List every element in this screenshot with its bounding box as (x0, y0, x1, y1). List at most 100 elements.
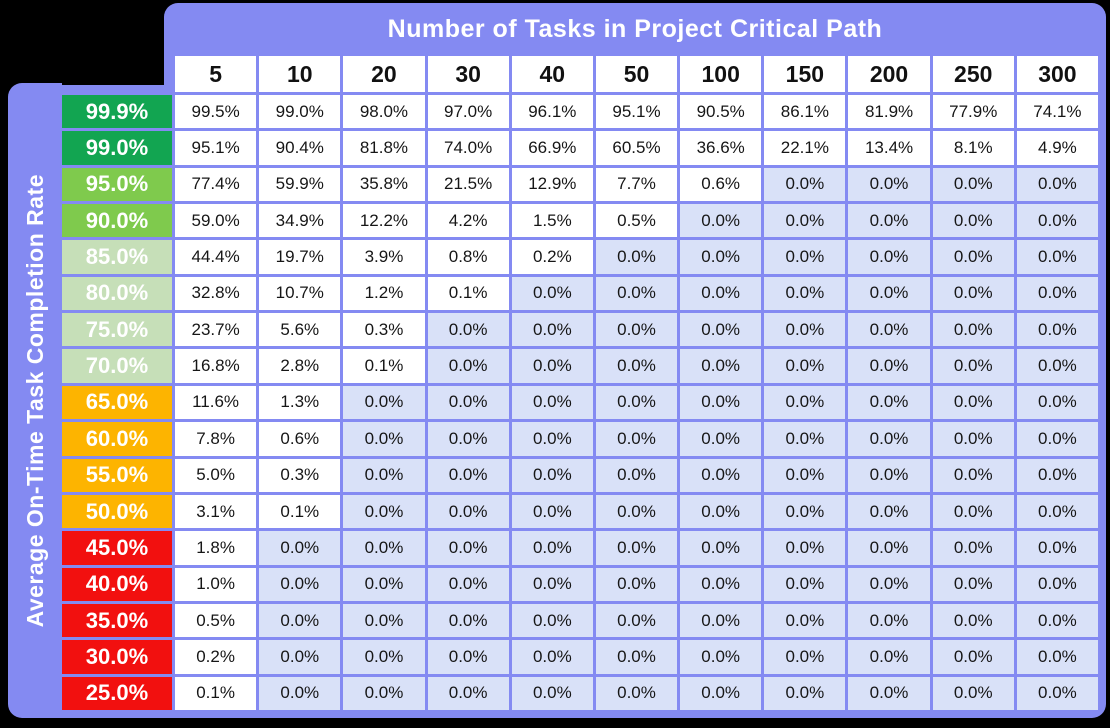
probability-cell: 0.0% (764, 313, 846, 347)
probability-cell: 5.0% (175, 458, 257, 492)
probability-cell: 0.0% (427, 385, 509, 420)
probability-cell: 0.0% (427, 676, 509, 710)
probability-cell: 77.9% (932, 95, 1014, 129)
probability-cell: 1.3% (259, 385, 341, 420)
column-header: 200 (848, 56, 930, 92)
probability-cell: 97.0% (427, 95, 509, 129)
probability-cell: 0.0% (680, 276, 762, 311)
probability-cell: 0.8% (427, 240, 509, 274)
row-label: 90.0% (62, 204, 172, 238)
row-label: 70.0% (62, 349, 172, 383)
row-label: 99.9% (62, 95, 172, 129)
probability-cell: 0.0% (427, 531, 509, 565)
probability-cell: 3.1% (175, 494, 257, 529)
corner-spacer (62, 56, 172, 92)
probability-cell: 0.0% (764, 603, 846, 638)
probability-cell: 74.0% (427, 131, 509, 165)
probability-cell: 0.0% (259, 603, 341, 638)
probability-cell: 12.2% (343, 204, 425, 238)
probability-cell: 7.7% (595, 167, 678, 202)
probability-cell: 0.0% (511, 676, 593, 710)
probability-cell: 0.0% (932, 494, 1014, 529)
probability-cell: 0.0% (764, 676, 846, 710)
probability-cell: 22.1% (764, 131, 846, 165)
probability-cell: 0.0% (1016, 313, 1098, 347)
probability-cell: 0.5% (175, 603, 257, 638)
probability-cell: 0.0% (848, 204, 930, 238)
probability-cell: 44.4% (175, 240, 257, 274)
probability-cell: 0.0% (1016, 276, 1098, 311)
y-axis-title-band: Average On-Time Task Completion Rate (8, 83, 62, 718)
probability-cell: 35.8% (343, 167, 425, 202)
probability-cell: 98.0% (343, 95, 425, 129)
probability-cell: 0.5% (595, 204, 678, 238)
probability-cell: 0.0% (680, 640, 762, 674)
probability-cell: 0.0% (932, 313, 1014, 347)
probability-cell: 0.0% (932, 422, 1014, 456)
probability-cell: 0.0% (1016, 567, 1098, 601)
probability-cell: 0.0% (595, 349, 678, 383)
probability-cell: 0.0% (764, 494, 846, 529)
probability-cell: 0.0% (932, 385, 1014, 420)
probability-cell: 0.0% (343, 567, 425, 601)
probability-cell: 0.0% (343, 385, 425, 420)
row-label: 99.0% (62, 131, 172, 165)
probability-cell: 0.0% (764, 531, 846, 565)
probability-cell: 4.2% (427, 204, 509, 238)
x-axis-title-band: Number of Tasks in Project Critical Path (164, 3, 1106, 56)
row-label: 80.0% (62, 276, 172, 311)
probability-cell: 0.0% (511, 531, 593, 565)
probability-cell: 0.0% (848, 458, 930, 492)
probability-cell: 0.0% (680, 458, 762, 492)
probability-cell: 0.0% (680, 494, 762, 529)
row-label: 55.0% (62, 458, 172, 492)
probability-cell: 0.0% (259, 640, 341, 674)
probability-cell: 0.0% (511, 567, 593, 601)
probability-cell: 66.9% (511, 131, 593, 165)
probability-cell: 0.1% (343, 349, 425, 383)
probability-cell: 0.0% (511, 385, 593, 420)
probability-cell: 0.0% (595, 531, 678, 565)
probability-cell: 0.0% (1016, 494, 1098, 529)
probability-cell: 0.0% (932, 603, 1014, 638)
probability-cell: 0.0% (1016, 603, 1098, 638)
probability-cell: 0.0% (511, 494, 593, 529)
probability-cell: 0.1% (175, 676, 257, 710)
probability-cell: 0.0% (932, 167, 1014, 202)
probability-cell: 0.1% (427, 276, 509, 311)
column-header: 5 (175, 56, 257, 92)
probability-cell: 0.0% (259, 531, 341, 565)
probability-cell: 0.0% (595, 385, 678, 420)
probability-cell: 0.0% (595, 640, 678, 674)
probability-cell: 0.0% (848, 313, 930, 347)
table-frame: 5 10 20 30 40 50 100 150 200 250 300 99.9% 99.5% 99.0… (62, 56, 1106, 718)
probability-cell: 0.0% (595, 313, 678, 347)
probability-cell: 0.0% (595, 458, 678, 492)
probability-cell: 0.0% (932, 276, 1014, 311)
column-header: 10 (259, 56, 341, 92)
probability-cell: 86.1% (764, 95, 846, 129)
probability-cell: 0.0% (680, 567, 762, 601)
probability-cell: 2.8% (259, 349, 341, 383)
probability-cell: 0.0% (680, 204, 762, 238)
probability-cell: 0.0% (680, 313, 762, 347)
probability-cell: 0.0% (1016, 531, 1098, 565)
probability-cell: 0.0% (595, 276, 678, 311)
probability-cell: 0.0% (511, 349, 593, 383)
probability-cell: 90.5% (680, 95, 762, 129)
column-header: 40 (511, 56, 593, 92)
probability-cell: 95.1% (595, 95, 678, 129)
probability-cell: 0.0% (848, 640, 930, 674)
probability-cell: 13.4% (848, 131, 930, 165)
probability-cell: 0.0% (1016, 385, 1098, 420)
probability-table: 5 10 20 30 40 50 100 150 200 250 300 99.9% 99.5% 99.0… (62, 56, 1098, 710)
probability-cell: 59.9% (259, 167, 341, 202)
probability-cell: 96.1% (511, 95, 593, 129)
column-header: 100 (680, 56, 762, 92)
probability-cell: 0.0% (343, 494, 425, 529)
probability-cell: 0.0% (764, 204, 846, 238)
probability-cell: 90.4% (259, 131, 341, 165)
probability-cell: 0.0% (1016, 422, 1098, 456)
probability-cell: 21.5% (427, 167, 509, 202)
probability-cell: 0.0% (848, 240, 930, 274)
